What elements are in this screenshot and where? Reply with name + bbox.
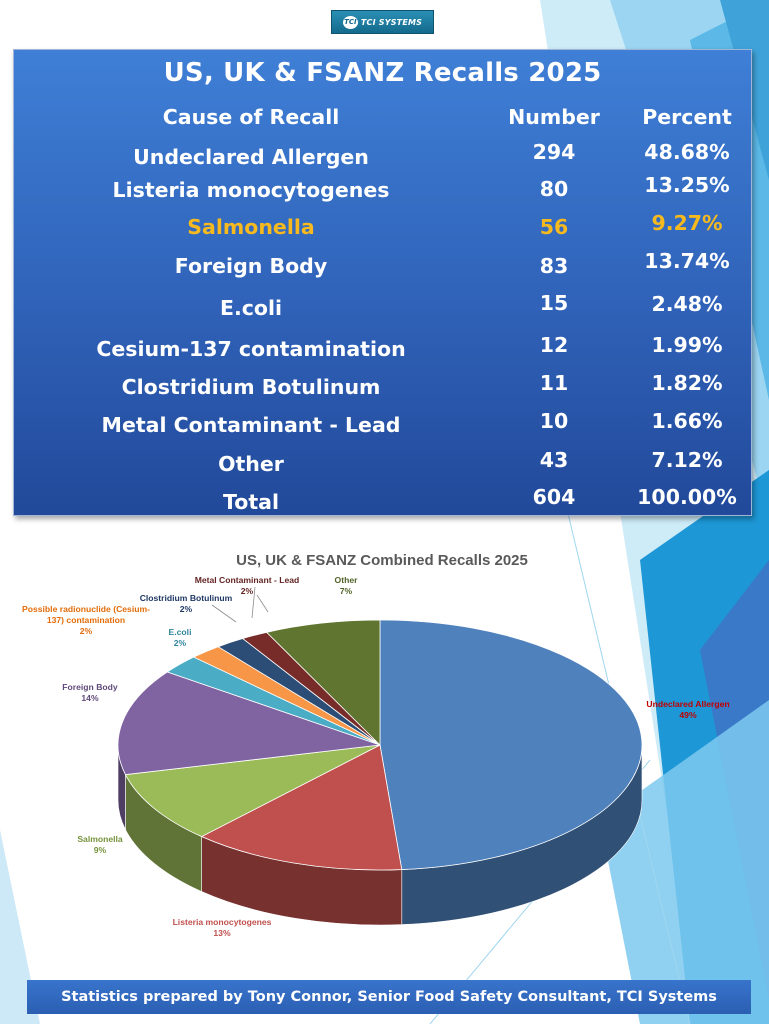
slice-label: Listeria monocytogenes 13% [173, 917, 272, 938]
row-cause: E.coli [219, 296, 283, 320]
pie-chart-area: US, UK & FSANZ Combined Recalls 2025 Und… [0, 540, 769, 980]
row-cause: Total [222, 490, 280, 514]
recalls-table-panel: US, UK & FSANZ Recalls 2025 Cause of Rec… [13, 49, 752, 516]
leader-line [256, 594, 269, 613]
table-row: Cesium-137 contamination 12 1.99% [14, 333, 751, 367]
table-title: US, UK & FSANZ Recalls 2025 [163, 58, 602, 88]
row-number: 10 [539, 409, 569, 433]
pie-slice [124, 744, 381, 837]
header-number: Number [508, 105, 600, 129]
tci-systems-logo: TCI TCI SYSTEMS [331, 10, 434, 34]
footer-text: Statistics prepared by Tony Connor, Seni… [61, 989, 717, 1005]
row-percent: 1.99% [651, 333, 723, 357]
row-number: 83 [539, 254, 569, 278]
row-cause: Metal Contaminant - Lead [101, 413, 401, 437]
logo-text: TCI SYSTEMS [360, 17, 423, 27]
row-number: 56 [539, 215, 569, 239]
row-number: 294 [532, 140, 576, 164]
row-cause: Listeria monocytogenes [112, 178, 390, 202]
footer-credit: Statistics prepared by Tony Connor, Seni… [27, 980, 751, 1014]
slice-label: Possible radionuclide (Cesium-137) conta… [22, 604, 150, 636]
pie-chart: Undeclared Allergen 49% Listeria monocytog… [22, 575, 730, 938]
row-percent: 100.00% [637, 485, 737, 509]
pie-slice [200, 744, 403, 871]
row-cause: Undeclared Allergen [133, 145, 369, 169]
pie-slice [117, 671, 381, 776]
slice-label: Metal Contaminant - Lead 2% [195, 575, 300, 596]
row-percent: 1.82% [651, 371, 723, 395]
row-percent: 9.27% [651, 211, 723, 235]
slice-label: Foreign Body 14% [62, 682, 118, 703]
slice-label: Clostridium Botulinum 2% [140, 593, 233, 614]
row-number: 11 [539, 371, 569, 395]
row-number: 12 [539, 333, 569, 357]
table-row: Metal Contaminant - Lead 10 1.66% [14, 409, 751, 443]
row-percent: 2.48% [651, 292, 723, 316]
chart-title: US, UK & FSANZ Combined Recalls 2025 [236, 552, 528, 569]
row-number: 80 [539, 177, 569, 201]
table-row: Listeria monocytogenes 80 13.25% [14, 173, 751, 207]
row-number: 604 [532, 485, 576, 509]
header-percent: Percent [642, 105, 732, 129]
row-percent: 13.74% [644, 249, 730, 273]
leader-line [251, 586, 256, 619]
header-cause: Cause of Recall [162, 105, 340, 129]
table-row: Other 43 7.12% [14, 448, 751, 482]
slice-label: Undeclared Allergen 49% [646, 699, 729, 720]
row-percent: 1.66% [651, 409, 723, 433]
pie-slice [265, 619, 381, 746]
table-row: Undeclared Allergen 294 48.68% [14, 140, 751, 174]
row-number: 15 [539, 291, 569, 315]
slice-label: Other 7% [335, 575, 359, 596]
table-total-row: Total 604 100.00% [14, 485, 751, 520]
row-percent: 7.12% [651, 448, 723, 472]
row-cause: Cesium-137 contamination [96, 337, 406, 361]
row-cause: Salmonella [187, 215, 315, 239]
leader-line [211, 604, 237, 623]
logo-mark: TCI [342, 15, 358, 29]
row-cause: Foreign Body [174, 254, 328, 278]
row-percent: 48.68% [644, 140, 730, 164]
row-percent: 13.25% [644, 173, 730, 197]
row-cause: Clostridium Botulinum [121, 375, 381, 399]
table-row: Foreign Body 83 13.74% [14, 249, 751, 284]
row-number: 43 [539, 448, 569, 472]
table-row-highlighted: Salmonella 56 9.27% [14, 211, 751, 245]
table-header-row: Cause of Recall Number Percent [14, 105, 751, 135]
slice-label: E.coli 2% [169, 627, 192, 648]
slice-label: Salmonella 9% [77, 834, 123, 855]
table-row: Clostridium Botulinum 11 1.82% [14, 371, 751, 405]
pie-slice [379, 619, 643, 870]
table-row: E.coli 15 2.48% [14, 291, 751, 326]
row-cause: Other [218, 452, 284, 476]
